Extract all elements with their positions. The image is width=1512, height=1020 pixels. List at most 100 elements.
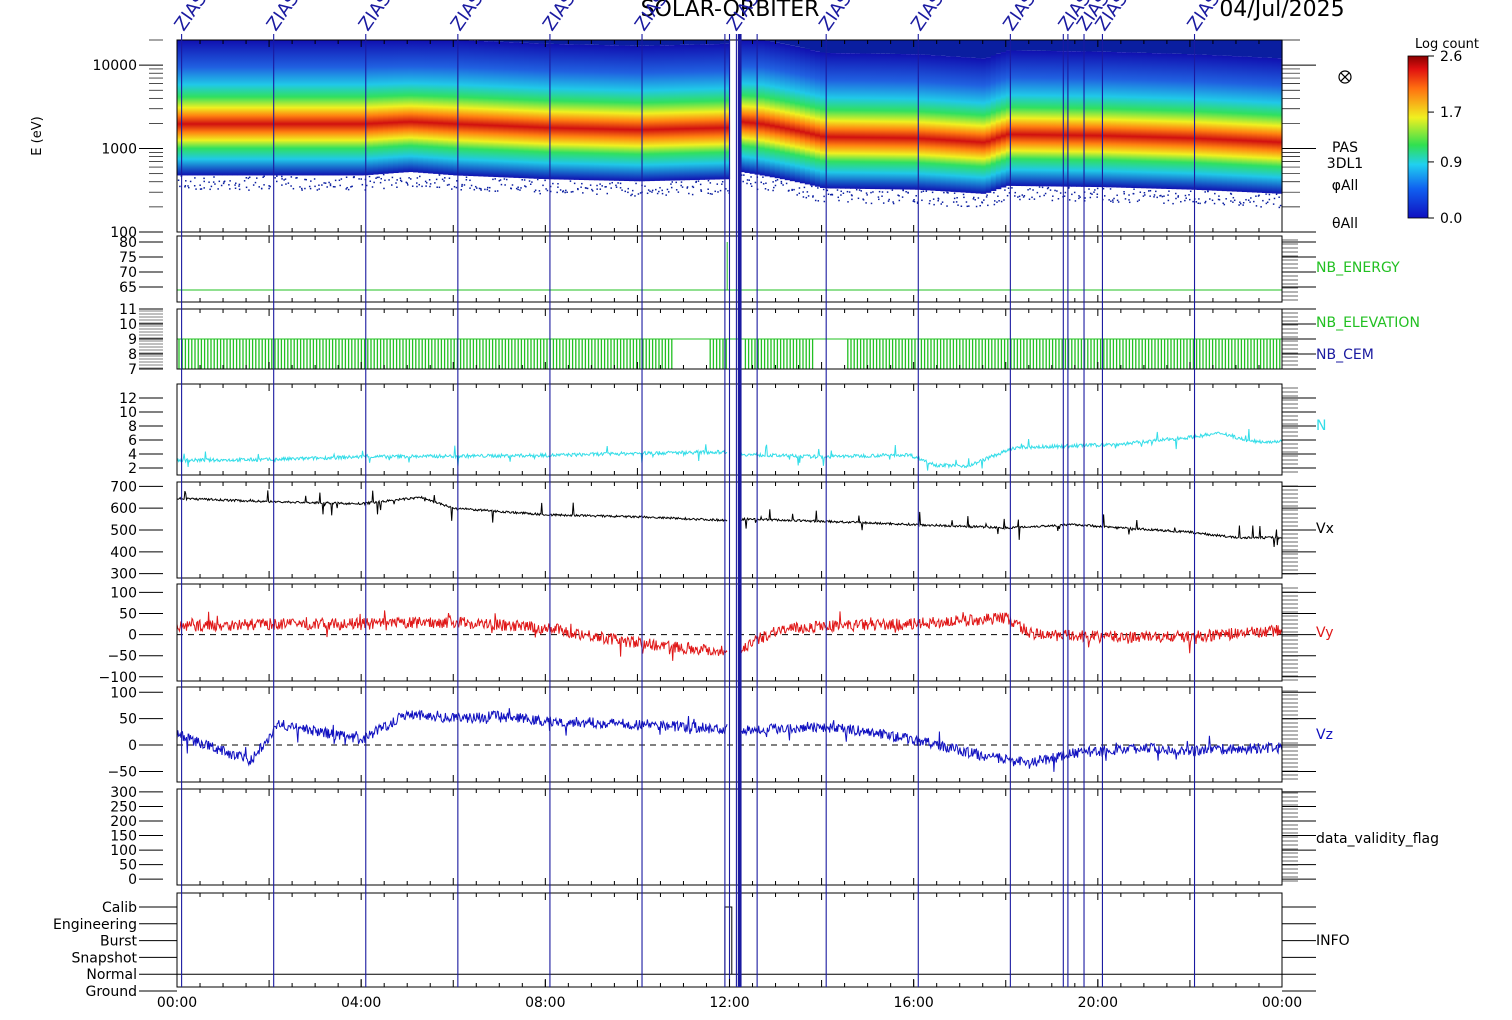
spectrogram-column	[287, 40, 294, 176]
spectrogram-column	[789, 40, 796, 46]
spectrogram-speck	[1225, 198, 1227, 200]
spectrogram-column	[769, 41, 776, 178]
spectrogram-speck	[334, 179, 337, 182]
spectrogram-speck	[1258, 194, 1260, 197]
spectrogram-speck	[209, 188, 211, 191]
spectrogram-speck	[478, 187, 481, 190]
spectrogram-speck	[274, 177, 276, 179]
spectrogram-speck	[635, 182, 637, 185]
y-tick-label: 400	[110, 545, 137, 561]
spectrogram-speck	[577, 188, 579, 191]
spectrogram-column	[182, 40, 188, 176]
spectrogram-speck	[1044, 192, 1047, 195]
y-tick-label: 600	[110, 501, 137, 517]
spectrogram-column	[357, 40, 364, 176]
spectrogram-speck	[546, 189, 549, 192]
spectrogram-column	[613, 45, 620, 181]
spectrogram-column	[553, 40, 560, 45]
spectrogram-speck	[1245, 198, 1247, 201]
spectrogram-speck	[916, 202, 919, 204]
spectrogram-speck	[897, 194, 899, 196]
spectrogram-speck	[802, 191, 804, 193]
spectrogram-column	[1176, 40, 1183, 54]
spectrogram-speck	[1172, 202, 1174, 205]
spectrogram-speck	[1214, 192, 1216, 195]
spectrogram-column	[1076, 51, 1082, 187]
y-tick-label: 65	[119, 280, 137, 296]
spectrogram-speck	[210, 185, 213, 188]
spectrogram-column	[870, 40, 876, 54]
spectrogram-speck	[1279, 204, 1282, 207]
spectrogram-column	[428, 40, 434, 174]
spectrogram-column	[930, 55, 937, 191]
spectrogram-column	[1071, 40, 1077, 52]
spectrogram-column	[528, 40, 535, 44]
spectrogram-speck	[998, 200, 1000, 202]
spectrogram-speck	[444, 177, 446, 179]
spectrogram-speck	[1039, 195, 1041, 198]
spectrogram-column	[935, 40, 942, 56]
spectrogram-column	[814, 51, 821, 187]
spectrogram-column	[302, 40, 309, 176]
spectrogram-speck	[285, 183, 287, 185]
spectrogram-speck	[534, 189, 537, 192]
spectrogram-speck	[494, 190, 497, 192]
spectrogram-column	[699, 44, 705, 180]
spectrogram-column	[880, 40, 886, 54]
panel-vx: 700 600 500 400 300 Vx	[110, 479, 1334, 582]
spectrogram-speck	[933, 203, 935, 206]
spectrogram-column	[664, 45, 670, 181]
spectrogram-speck	[1067, 187, 1070, 189]
spectrogram-speck	[765, 182, 767, 184]
spectrogram-speck	[865, 202, 867, 204]
spectrogram-speck	[1275, 193, 1278, 196]
spectrogram-speck	[504, 184, 506, 186]
spectrogram-speck	[957, 204, 959, 206]
spectrogram-speck	[1102, 187, 1105, 190]
spectrogram-column	[714, 40, 721, 45]
spectrogram-speck	[881, 191, 884, 193]
spectrogram-speck	[857, 197, 860, 200]
spectrogram-speck	[1019, 198, 1021, 201]
spectrogram-side-label: PAS	[1332, 140, 1358, 156]
spectrogram-speck	[994, 200, 996, 202]
spectrogram-speck	[774, 184, 777, 187]
spectrogram-speck	[700, 190, 703, 192]
spectrogram-speck	[421, 185, 423, 188]
spectrogram-speck	[599, 183, 601, 185]
spectrogram-speck	[811, 185, 813, 188]
spectrogram-column	[342, 40, 349, 176]
spectrogram-column	[1261, 57, 1268, 193]
spectrogram-speck	[185, 180, 187, 182]
spectrogram-speck	[284, 178, 287, 180]
spectrogram-speck	[707, 179, 710, 182]
spectrogram-column	[1035, 50, 1042, 187]
spectrogram-speck	[671, 181, 673, 183]
spectrogram-column	[1226, 40, 1233, 56]
spectrogram-speck	[539, 192, 541, 195]
spectrogram-column	[1000, 52, 1007, 188]
spectrogram-column	[809, 50, 816, 186]
spectrogram-speck	[1023, 195, 1026, 197]
spectrogram-column	[980, 58, 987, 194]
spectrogram-speck	[591, 190, 594, 192]
spectrogram-speck	[1149, 189, 1152, 192]
spectrogram-speck	[1038, 186, 1041, 188]
spectrogram-column	[930, 40, 937, 56]
spectrogram-column	[1216, 40, 1223, 56]
spectrogram-column	[332, 40, 339, 176]
spectrogram-speck	[1063, 195, 1066, 197]
spectrogram-column	[292, 40, 299, 176]
spectrogram-speck	[855, 188, 858, 191]
spectrogram-column	[739, 40, 746, 173]
spectrogram-speck	[772, 189, 774, 192]
spectrogram-speck	[329, 184, 332, 187]
spectrogram-speck	[365, 184, 368, 187]
spectrogram-speck	[338, 179, 341, 182]
spectrogram-speck	[963, 196, 965, 199]
spectrogram-column	[1141, 40, 1147, 53]
spectrogram-column	[860, 53, 866, 189]
spectrogram-speck	[806, 191, 809, 193]
